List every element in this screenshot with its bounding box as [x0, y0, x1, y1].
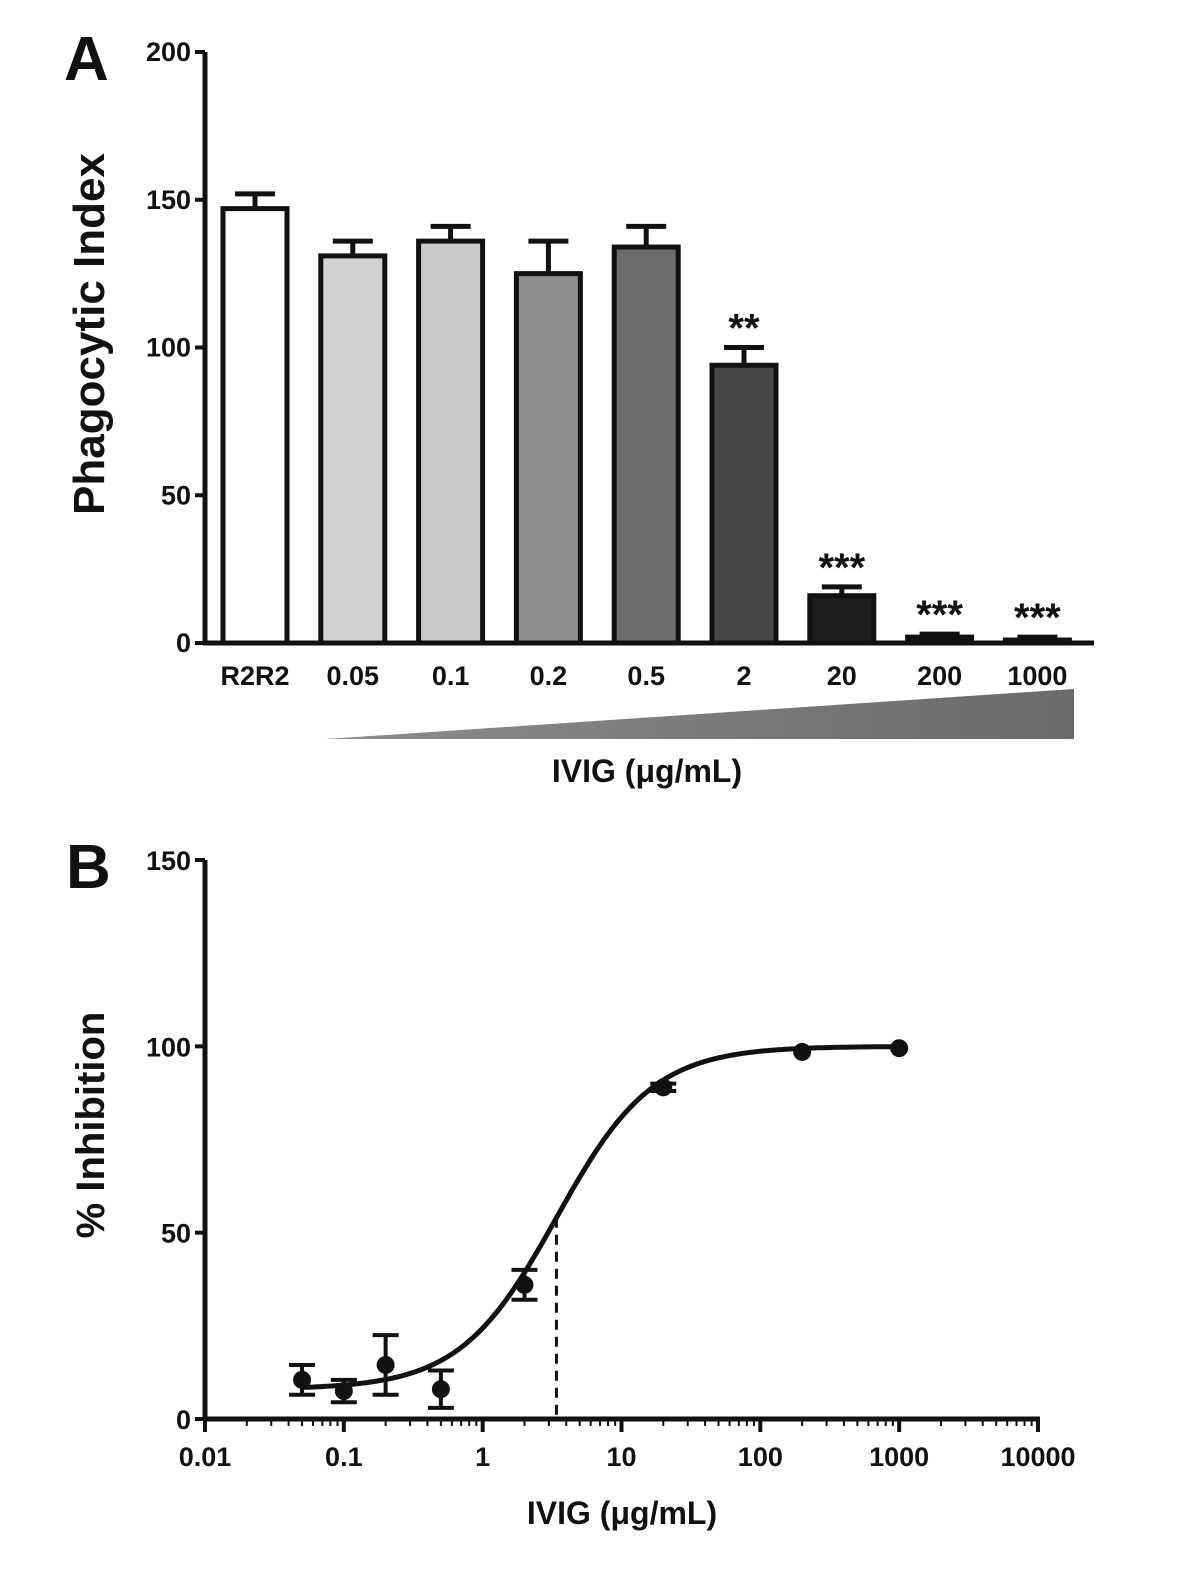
panel-b-y-tick-label: 150	[146, 846, 191, 876]
panel-a-x-tick-labels: R2R2 0.05 0.1 0.2 0.5 2 20 200 1000	[220, 661, 1067, 691]
panel-a-y-tick-label: 200	[146, 37, 191, 67]
panel-b-x-tick-label: 100	[738, 1442, 783, 1472]
panel-b-y-tick-label: 50	[161, 1219, 191, 1249]
panel-b-y-ticks: 0 50 100 150	[146, 846, 205, 1435]
panel-b-x-tick-label: 0.01	[179, 1442, 232, 1472]
significance-marker: **	[728, 307, 760, 351]
panel-b-y-tick-label: 0	[176, 1405, 191, 1435]
panel-b-data-points	[289, 1039, 909, 1410]
bar-2	[709, 362, 779, 646]
panel-a-x-tick-label: 1000	[1007, 661, 1067, 691]
significance-marker: ***	[916, 593, 963, 637]
panel-a-x-tick-label: 2	[736, 661, 751, 691]
significance-marker: ***	[818, 546, 865, 590]
data-point	[376, 1355, 395, 1374]
panel-a-x-tick-label: 0.05	[327, 661, 380, 691]
panel-a-y-tick-label: 100	[146, 333, 191, 363]
panel-a-x-tick-label: 0.2	[530, 661, 568, 691]
significance-marker: ***	[1014, 596, 1061, 640]
panel-a-x-tick-label: 20	[827, 661, 857, 691]
panel-a-x-axis-title: IVIG (μg/mL)	[552, 753, 742, 789]
panel-a-x-tick-label: 200	[917, 661, 962, 691]
panel-b-dose-response: B % Inhibition 0 50 100 150 0.01 0.1 1 10 100 10…	[66, 833, 1076, 1531]
data-point	[431, 1380, 450, 1399]
panel-a-letter: A	[64, 25, 109, 94]
panel-b-letter: B	[66, 833, 111, 902]
data-point	[793, 1042, 812, 1061]
panel-b-x-axis-title: IVIG (μg/mL)	[527, 1495, 717, 1531]
panel-a-y-ticks: 0 50 100 150 200	[146, 37, 205, 658]
bar-20	[807, 593, 877, 646]
panel-a-x-tick-label: 0.1	[432, 661, 470, 691]
data-point	[890, 1039, 909, 1058]
panel-b-y-axis-title: % Inhibition	[69, 1012, 113, 1239]
panel-b-y-tick-label: 100	[146, 1032, 191, 1062]
panel-a-bars: ******** ***	[220, 191, 1072, 646]
bar-R2R2	[220, 206, 290, 646]
data-point	[654, 1078, 673, 1097]
bar-0_5	[611, 244, 681, 646]
bar-0_2	[513, 271, 583, 646]
panel-b-x-tick-label: 1000	[869, 1442, 929, 1472]
panel-b-x-tick-label: 1	[475, 1442, 490, 1472]
panel-a-y-axis-title: Phagocytic Index	[65, 153, 114, 515]
panel-b-x-tick-label: 10000	[1000, 1442, 1075, 1472]
bar-0_1	[416, 238, 486, 646]
panel-b-x-tick-label: 0.1	[325, 1442, 363, 1472]
panel-b-x-tick-label: 10	[606, 1442, 636, 1472]
panel-b-x-ticks: 0.01 0.1 1 10 100 1000 10000	[179, 1419, 1076, 1472]
bar-0_05	[318, 253, 388, 646]
panel-a-x-tick-label: R2R2	[220, 661, 289, 691]
data-point	[515, 1275, 534, 1294]
data-point	[293, 1370, 312, 1389]
bar-1000	[1002, 637, 1072, 646]
panel-a-y-tick-label: 50	[161, 480, 191, 510]
concentration-wedge	[326, 689, 1074, 739]
data-point	[334, 1382, 353, 1401]
panel-a-y-tick-label: 0	[176, 628, 191, 658]
panel-a-y-tick-label: 150	[146, 185, 191, 215]
bar-200	[905, 634, 975, 646]
panel-a-x-tick-label: 0.5	[627, 661, 665, 691]
